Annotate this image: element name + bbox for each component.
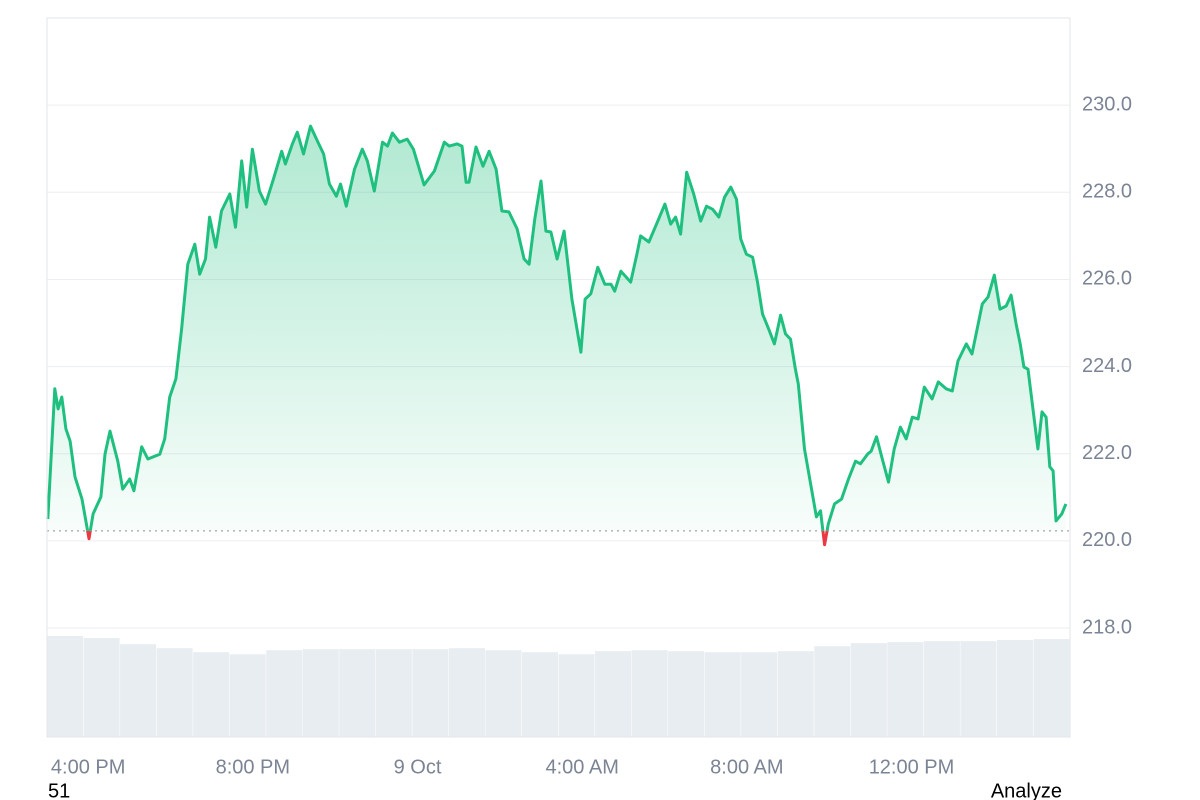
volume-bar bbox=[887, 642, 924, 737]
y-tick-label: 228.0 bbox=[1082, 181, 1132, 203]
volume-bar bbox=[229, 654, 266, 737]
volume-bar bbox=[923, 641, 960, 737]
volume-bar bbox=[412, 649, 449, 737]
volume-bar bbox=[814, 646, 851, 737]
volume-bar bbox=[558, 654, 595, 737]
volume-bar bbox=[1033, 639, 1070, 737]
volume-bar bbox=[960, 641, 997, 737]
y-tick-label: 220.0 bbox=[1082, 529, 1132, 551]
volume-bar bbox=[595, 651, 632, 737]
volume-bar bbox=[631, 650, 668, 737]
footer-left: 51 bbox=[48, 780, 70, 800]
volume-bar bbox=[302, 649, 339, 737]
volume-bar bbox=[47, 636, 84, 737]
volume-bar bbox=[521, 652, 558, 737]
x-tick-label: 8:00 PM bbox=[216, 756, 290, 778]
volume-bar bbox=[375, 649, 412, 737]
volume-bar bbox=[193, 652, 230, 737]
y-tick-label: 226.0 bbox=[1082, 268, 1132, 290]
y-tick-label: 230.0 bbox=[1082, 93, 1132, 115]
volume-bar bbox=[156, 648, 193, 737]
volume-bar bbox=[83, 638, 120, 737]
volume-bar bbox=[485, 650, 522, 737]
volume-bar bbox=[448, 648, 485, 737]
volume-bar bbox=[996, 640, 1033, 737]
volume-bar bbox=[339, 649, 376, 737]
x-tick-label: 8:00 AM bbox=[710, 756, 783, 778]
volume-bar bbox=[668, 651, 705, 737]
volume-bar bbox=[850, 643, 887, 737]
x-tick-label: 4:00 AM bbox=[545, 756, 618, 778]
volume-bar bbox=[266, 650, 303, 737]
y-tick-label: 218.0 bbox=[1082, 616, 1132, 638]
y-tick-label: 224.0 bbox=[1082, 355, 1132, 377]
volume-bar bbox=[741, 652, 778, 737]
volume-bar bbox=[120, 644, 157, 737]
x-tick-label: 9 Oct bbox=[394, 756, 442, 778]
volume-bar bbox=[704, 652, 741, 737]
plot-frame bbox=[46, 17, 1071, 738]
x-tick-label: 12:00 PM bbox=[869, 756, 955, 778]
x-tick-label: 4:00 PM bbox=[51, 756, 125, 778]
volume-bar bbox=[777, 651, 814, 737]
price-area bbox=[47, 126, 1066, 531]
price-line bbox=[46, 124, 1068, 531]
y-tick-label: 222.0 bbox=[1082, 442, 1132, 464]
footer-right[interactable]: Analyze bbox=[991, 780, 1062, 800]
